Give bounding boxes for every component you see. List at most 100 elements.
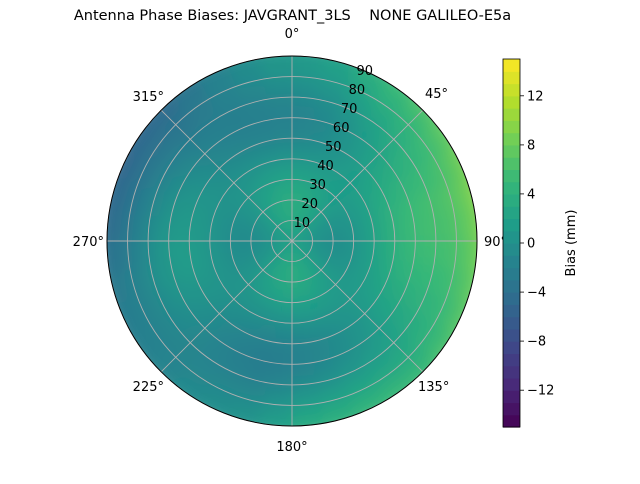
bias-cell [287, 227, 292, 241]
bias-cell [398, 172, 422, 201]
bias-cell [317, 82, 350, 103]
bias-cell [340, 230, 355, 243]
bias-cell [140, 157, 166, 191]
bias-cell [274, 191, 287, 207]
bias-cell [401, 241, 417, 265]
bias-cell [442, 181, 464, 216]
bias-cell [116, 297, 143, 334]
bias-cell [265, 362, 292, 378]
bias-cell [315, 228, 330, 238]
bias-cell [379, 126, 408, 156]
bias-cell [241, 240, 256, 250]
bias-cell [229, 239, 244, 252]
bias-cell [441, 148, 468, 185]
bias-cell [272, 129, 294, 144]
bias-cell [313, 222, 328, 233]
bias-cell [392, 344, 425, 376]
bias-cell [212, 132, 239, 156]
bias-cell [274, 275, 286, 291]
azimuth-tick-label: 270° [73, 235, 104, 250]
bias-cell [281, 178, 294, 193]
bias-cell [204, 282, 226, 306]
bias-cell [266, 236, 280, 241]
bias-cell [291, 265, 299, 279]
bias-cell [440, 300, 467, 337]
bias-cell [287, 215, 293, 229]
bias-cell [389, 221, 404, 243]
bias-cell [220, 143, 245, 166]
bias-cell [418, 291, 444, 325]
bias-cell [221, 346, 250, 370]
bias-cell [263, 374, 292, 390]
bias-cell [431, 185, 452, 218]
bias-cell [230, 248, 246, 263]
bias-cell [372, 90, 406, 120]
bias-cell [267, 207, 280, 223]
bias-cell [254, 240, 268, 248]
bias-cell [328, 337, 355, 359]
bias-cell [351, 66, 388, 93]
bias-cell [453, 271, 476, 308]
bias-cell [211, 88, 244, 113]
grid-spoke [160, 240, 293, 373]
bias-cell [186, 273, 207, 297]
bias-cell [217, 100, 248, 124]
bias-cell [300, 205, 312, 220]
bias-cell [183, 294, 207, 321]
bias-cell [280, 232, 292, 241]
radial-tick-label: 10 [294, 216, 311, 231]
bias-cell [339, 316, 364, 339]
colorbar-segment [503, 108, 520, 121]
bias-cell [139, 289, 164, 322]
bias-cell [279, 216, 288, 231]
bias-cell [185, 318, 213, 346]
colorbar-segment [503, 341, 520, 354]
grid-spoke [291, 240, 424, 373]
bias-cell [279, 241, 292, 248]
bias-cell [352, 228, 367, 243]
bias-cell [388, 241, 404, 263]
bias-cell [302, 245, 317, 255]
bias-cell [180, 219, 196, 241]
bias-cell [288, 411, 325, 426]
bias-cell [275, 218, 286, 232]
bias-cell [342, 89, 376, 115]
bias-cell [242, 287, 262, 306]
bias-cell [409, 166, 433, 197]
bias-cell [283, 190, 293, 205]
bias-cell [419, 190, 440, 220]
bias-cell [376, 241, 392, 260]
bias-cell [425, 241, 441, 270]
bias-cell [118, 207, 135, 241]
bias-cell [176, 326, 205, 356]
colorbar-segment [503, 279, 520, 293]
bias-cell [290, 289, 303, 304]
bias-cell [196, 144, 223, 170]
bias-cell [294, 215, 302, 230]
bias-cell [291, 277, 301, 292]
bias-cell [424, 121, 455, 158]
bias-cell [323, 253, 340, 267]
bias-cell [346, 77, 382, 104]
colorbar-tick-label: −8 [527, 335, 546, 350]
bias-cell [401, 219, 417, 244]
bias-cell [279, 166, 294, 181]
bias-cell [272, 262, 284, 277]
bias-cell [304, 193, 318, 210]
bias-cell [141, 127, 171, 161]
bias-cell [330, 124, 356, 146]
bias-cell [227, 191, 246, 211]
bias-cell [292, 141, 311, 157]
azimuth-tick-label: 90° [484, 235, 507, 250]
bias-cell [333, 307, 357, 329]
colorbar-segment [503, 71, 520, 85]
bias-cell [147, 349, 181, 384]
colorbar-segment [503, 218, 520, 232]
bias-cell [413, 217, 429, 244]
colorbar-segment [503, 304, 520, 318]
bias-cell [369, 320, 397, 348]
colorbar-segment [503, 328, 520, 342]
bias-cell [289, 386, 320, 403]
bias-cell [397, 283, 421, 312]
bias-cell [132, 264, 153, 297]
